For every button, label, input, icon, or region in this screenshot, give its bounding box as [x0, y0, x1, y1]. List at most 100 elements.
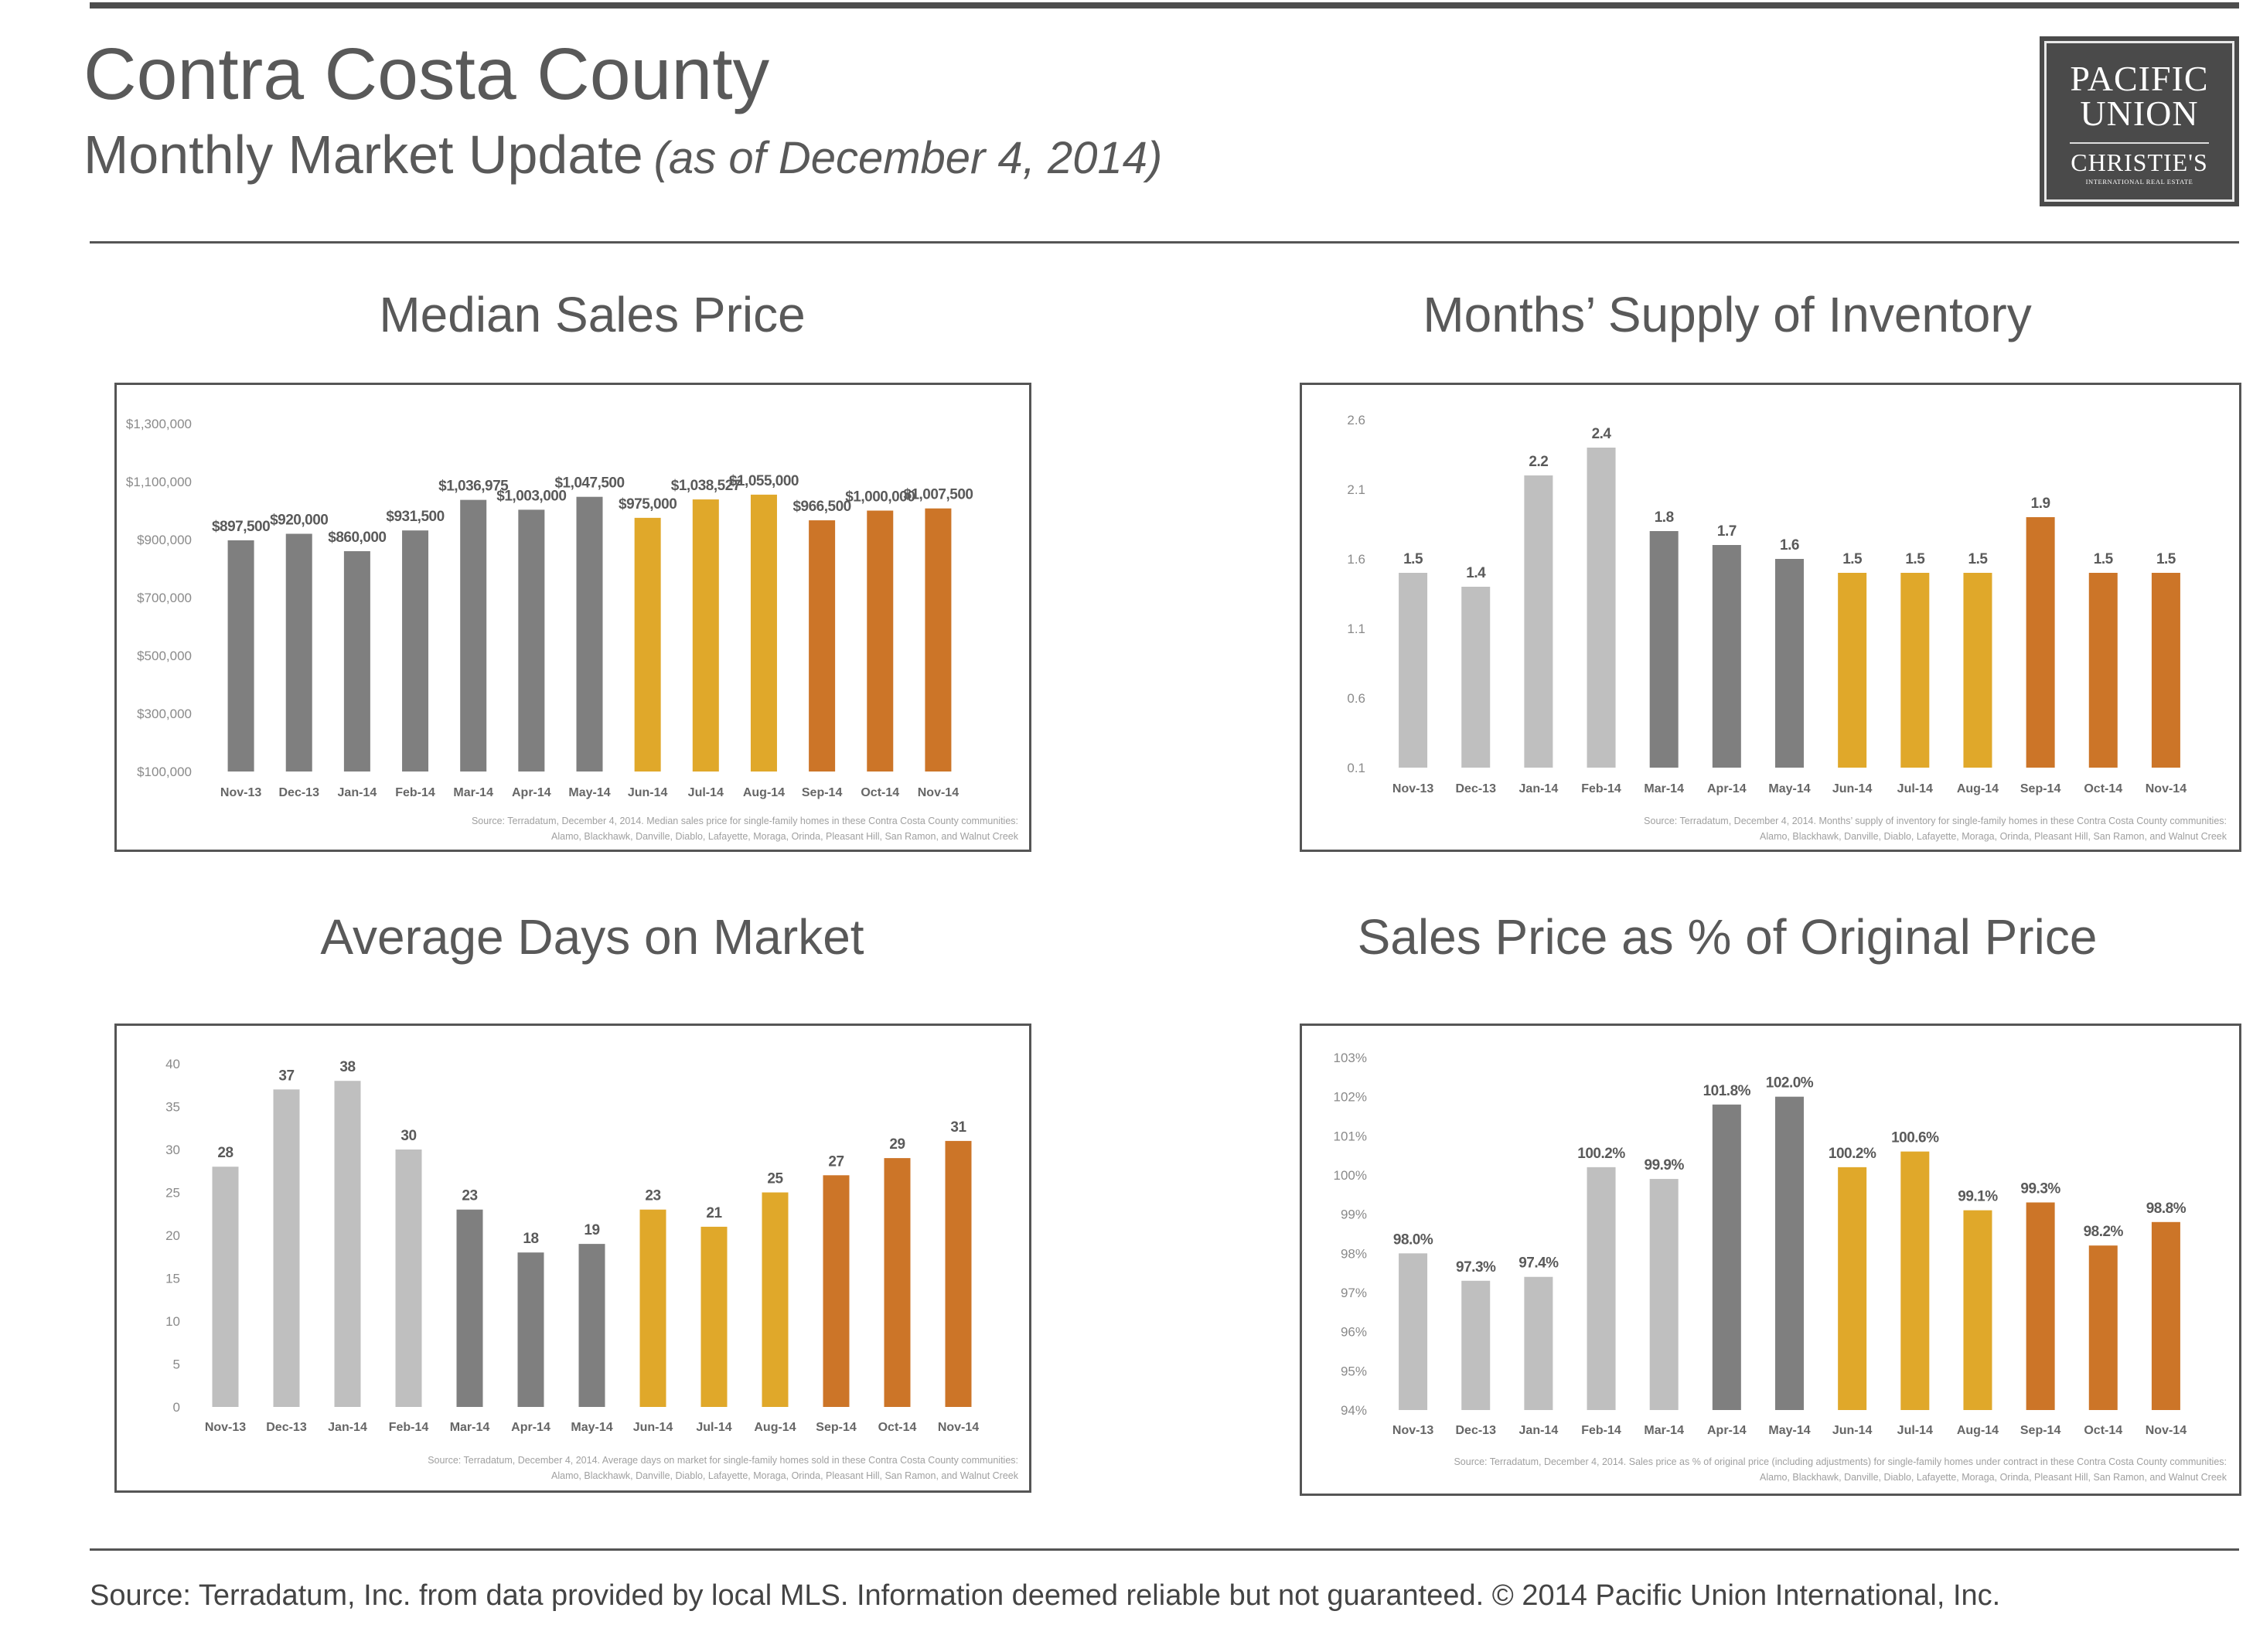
x-tick-label: Apr-14 — [511, 1421, 550, 1434]
y-tick-label: 99% — [1341, 1207, 1367, 1222]
data-label: $1,036,975 — [438, 479, 509, 495]
data-label: $1,047,500 — [554, 475, 624, 492]
data-label: 27 — [828, 1153, 844, 1170]
bar-feb-14 — [395, 1150, 422, 1407]
logo-line-1: PACIFIC — [2070, 59, 2209, 98]
y-tick-label: 10 — [165, 1314, 180, 1329]
y-tick-label: 94% — [1341, 1403, 1367, 1418]
x-tick-label: Oct-14 — [2084, 1424, 2122, 1437]
data-label: 100.2% — [1829, 1146, 1876, 1162]
data-label: 2.2 — [1529, 454, 1548, 470]
chart-days-on-market: 0 5 10 15 20 25 30 35 40 28 Nov-13 37 Dec-13 38 Jan-14… — [114, 1024, 1031, 1493]
x-tick-label: Jan-14 — [328, 1421, 367, 1434]
y-tick-label: $500,000 — [137, 649, 192, 663]
x-tick-label: Jun-14 — [1832, 782, 1873, 795]
data-label: 31 — [950, 1119, 966, 1136]
x-tick-label: May-14 — [571, 1421, 612, 1434]
bar-feb-14 — [1587, 1167, 1616, 1410]
data-label: $966,500 — [792, 499, 850, 515]
data-label: 38 — [339, 1059, 355, 1075]
chart-title-months-supply: Months’ Supply of Inventory — [1423, 287, 2032, 342]
y-tick-label: 95% — [1341, 1364, 1367, 1378]
chart-source-note: Alamo, Blackhawk, Danville, Diablo, Lafa… — [551, 831, 1019, 842]
data-label: 1.5 — [1968, 551, 1989, 567]
chart-source-note: Source: Terradatum, December 4, 2014. Mo… — [1644, 816, 2227, 826]
x-tick-label: May-14 — [1768, 782, 1810, 795]
bar-jul-14 — [700, 1226, 728, 1407]
bar-apr-14 — [517, 1252, 544, 1407]
page-title: Contra Costa County — [84, 33, 770, 115]
x-tick-label: Nov-13 — [1392, 1424, 1433, 1437]
y-tick-label: 0.6 — [1347, 691, 1365, 706]
chart-median-sales-price: $100,000 $300,000 $500,000 $700,000 $900,000… — [114, 383, 1031, 852]
x-tick-label: Aug-14 — [1957, 782, 1999, 795]
bar-jul-14 — [1900, 573, 1930, 768]
bar-apr-14 — [1712, 1104, 1741, 1410]
y-tick-label: 5 — [173, 1357, 180, 1372]
bar-oct-14 — [2088, 573, 2118, 768]
y-tick-label: $700,000 — [137, 591, 192, 605]
y-tick-label: 1.6 — [1347, 552, 1365, 567]
data-label: 100.6% — [1891, 1130, 1939, 1146]
data-label: $860,000 — [328, 530, 386, 546]
x-tick-label: Apr-14 — [512, 786, 551, 799]
logo-line-2: UNION — [2080, 94, 2199, 133]
logo-line-4: INTERNATIONAL REAL ESTATE — [2085, 178, 2193, 186]
y-tick-label: $900,000 — [137, 533, 192, 547]
x-tick-label: Jul-14 — [1897, 782, 1933, 795]
x-tick-label: Nov-14 — [2146, 1424, 2187, 1437]
y-tick-label: 103% — [1334, 1051, 1367, 1065]
data-label: 98.2% — [2084, 1224, 2124, 1240]
bar-may-14 — [1775, 1096, 1804, 1410]
data-label: 97.4% — [1518, 1255, 1559, 1272]
chart-svg: $100,000 $300,000 $500,000 $700,000 $900,000… — [126, 417, 1019, 842]
logo-divider — [2070, 142, 2209, 144]
chart-svg: 0 5 10 15 20 25 30 35 40 28 Nov-13 37 Dec-13 38 Jan-14… — [165, 1057, 1019, 1481]
data-label: 97.3% — [1456, 1259, 1496, 1276]
x-tick-label: Feb-14 — [1581, 1424, 1621, 1437]
bar-may-14 — [578, 1244, 605, 1407]
data-label: $1,055,000 — [729, 473, 799, 489]
chart-sales-pct-original: 94% 95% 96% 97% 98% 99% 100% 101% 102% 103% 98.0% N… — [1300, 1024, 2241, 1496]
x-tick-label: Sep-14 — [802, 786, 843, 799]
bar-oct-14 — [2088, 1245, 2118, 1410]
x-tick-label: Jan-14 — [338, 786, 377, 799]
data-label: 98.8% — [2146, 1201, 2187, 1217]
x-tick-label: Jan-14 — [1519, 1424, 1559, 1437]
bar-may-14 — [1775, 559, 1804, 768]
bar-nov-14 — [925, 508, 952, 772]
x-tick-label: Sep-14 — [2020, 1424, 2061, 1437]
page-subtitle: Monthly Market Update (as of December 4, … — [84, 124, 1162, 186]
x-tick-label: Oct-14 — [861, 786, 899, 799]
x-tick-label: Aug-14 — [754, 1421, 796, 1434]
chart-title-days-on-market: Average Days on Market — [320, 909, 864, 965]
chart-svg: 0.1 0.6 1.1 1.6 2.1 2.6 1.5 Nov-13 1.4 Dec-13 2.2 J… — [1347, 413, 2227, 842]
logo-line-3: CHRISTIE'S — [2071, 148, 2208, 176]
data-label: 18 — [523, 1231, 538, 1247]
bar-nov-13 — [227, 540, 254, 772]
x-tick-label: Nov-14 — [918, 786, 959, 799]
data-label: 23 — [462, 1188, 477, 1204]
bar-jul-14 — [1900, 1151, 1930, 1410]
chart-source-note: Source: Terradatum, December 4, 2014. Me… — [472, 816, 1018, 826]
bar-jan-14 — [1524, 1276, 1553, 1410]
y-tick-label: 0 — [173, 1400, 180, 1415]
data-label: 1.5 — [1905, 551, 1925, 567]
bar-aug-14 — [762, 1192, 789, 1407]
data-label: $897,500 — [212, 519, 270, 535]
x-tick-label: Nov-13 — [1392, 782, 1433, 795]
x-tick-label: Feb-14 — [389, 1421, 429, 1434]
data-label: 101.8% — [1703, 1083, 1751, 1099]
x-tick-label: Mar-14 — [1644, 1424, 1684, 1437]
data-label: 1.5 — [2094, 551, 2114, 567]
bar-sep-14 — [2026, 1202, 2055, 1410]
data-label: 30 — [400, 1128, 416, 1144]
x-tick-label: Dec-13 — [1455, 1424, 1496, 1437]
x-tick-label: Nov-14 — [938, 1421, 979, 1434]
data-label: 1.5 — [2156, 551, 2176, 567]
x-tick-label: Feb-14 — [1581, 782, 1621, 795]
x-tick-label: May-14 — [568, 786, 610, 799]
as-of-date: (as of December 4, 2014) — [653, 133, 1163, 183]
x-tick-label: Mar-14 — [1644, 782, 1684, 795]
y-tick-label: $300,000 — [137, 707, 192, 721]
